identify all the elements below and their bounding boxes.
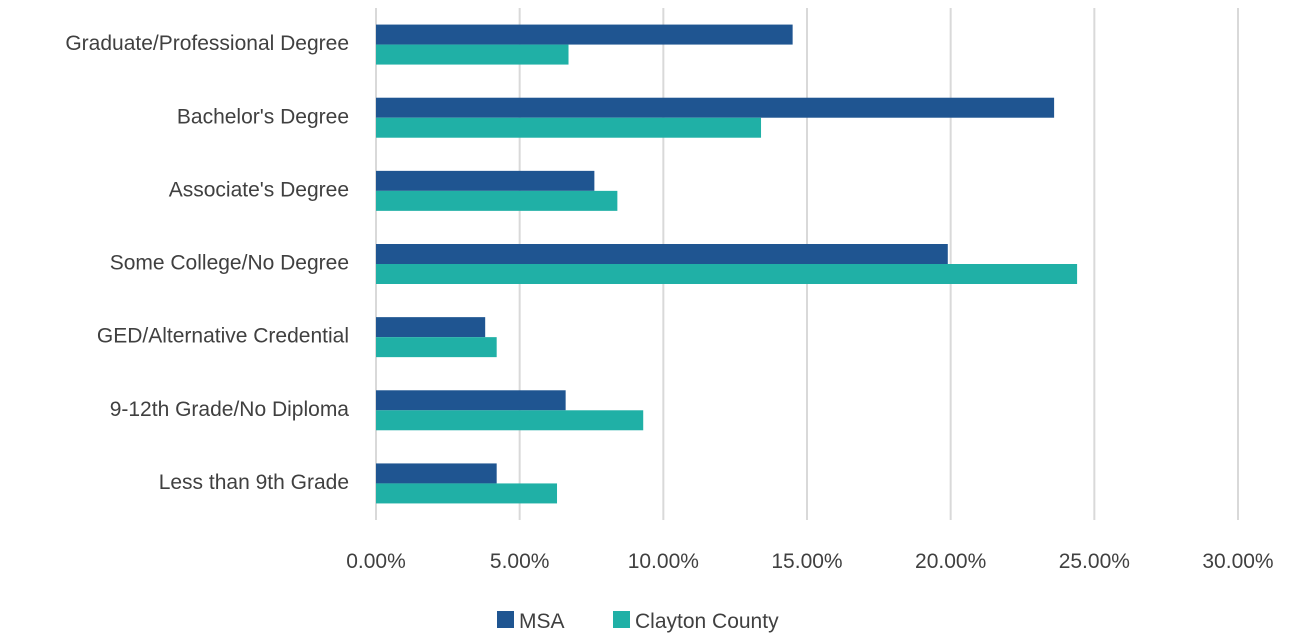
category-label-4: GED/Alternative Credential bbox=[97, 325, 349, 348]
legend-swatch-1 bbox=[613, 611, 630, 628]
bar-msa-3 bbox=[376, 244, 948, 264]
x-axis-tick-labels: 0.00% 5.00% 10.00% 15.00% 20.00% 25.00% 30.00% bbox=[346, 550, 1273, 573]
bar-clayton-county-5 bbox=[376, 410, 644, 431]
legend-label-0: MSA bbox=[519, 610, 565, 633]
bar-msa-2 bbox=[376, 170, 595, 191]
x-tick-label-4: 20.00% bbox=[915, 550, 986, 573]
bar-msa-6 bbox=[376, 463, 497, 484]
x-tick-label-6: 30.00% bbox=[1202, 550, 1273, 573]
bar-clayton-county-1 bbox=[376, 117, 762, 138]
bars bbox=[376, 24, 1078, 504]
bar-clayton-county-0 bbox=[376, 44, 569, 65]
category-label-1: Bachelor's Degree bbox=[177, 105, 349, 128]
bar-msa-5 bbox=[376, 390, 566, 411]
category-labels: Graduate/Professional Degree Bachelor's D… bbox=[65, 32, 349, 494]
x-tick-label-1: 5.00% bbox=[490, 550, 550, 573]
legend: MSA Clayton County bbox=[497, 610, 779, 633]
category-label-6: Less than 9th Grade bbox=[159, 471, 349, 494]
x-tick-label-2: 10.00% bbox=[628, 550, 699, 573]
category-label-0: Graduate/Professional Degree bbox=[65, 32, 349, 55]
category-label-3: Some College/No Degree bbox=[110, 252, 349, 275]
bar-clayton-county-3 bbox=[376, 264, 1078, 284]
bar-clayton-county-6 bbox=[376, 483, 558, 504]
x-tick-label-0: 0.00% bbox=[346, 550, 406, 573]
bar-clayton-county-2 bbox=[376, 190, 618, 211]
legend-label-1: Clayton County bbox=[635, 610, 779, 633]
bar-msa-1 bbox=[376, 97, 1055, 118]
bar-msa-4 bbox=[376, 317, 486, 338]
legend-swatch-0 bbox=[497, 611, 514, 628]
category-label-2: Associate's Degree bbox=[169, 178, 349, 201]
x-tick-label-5: 25.00% bbox=[1059, 550, 1130, 573]
bar-clayton-county-4 bbox=[376, 337, 497, 358]
x-tick-label-3: 15.00% bbox=[771, 550, 842, 573]
category-label-5: 9-12th Grade/No Diploma bbox=[110, 398, 350, 421]
bar-msa-0 bbox=[376, 24, 793, 45]
